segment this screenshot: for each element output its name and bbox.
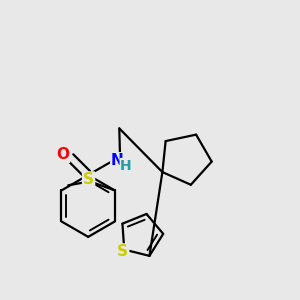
Text: N: N bbox=[111, 153, 124, 168]
Text: S: S bbox=[83, 172, 94, 188]
Text: H: H bbox=[120, 159, 132, 172]
Text: O: O bbox=[56, 147, 70, 162]
Text: S: S bbox=[117, 244, 128, 260]
